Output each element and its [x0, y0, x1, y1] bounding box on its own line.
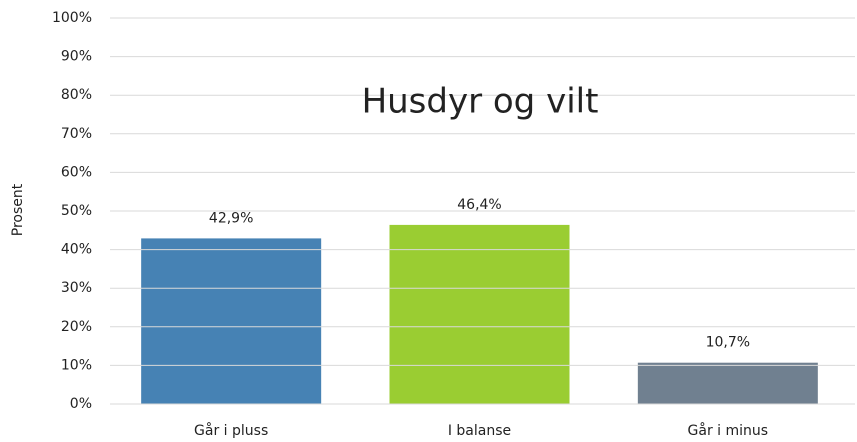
bar: [637, 362, 818, 404]
x-tick-label: Går i minus: [688, 422, 769, 439]
y-tick-label: 60%: [61, 164, 92, 180]
chart-title: Husdyr og vilt: [362, 82, 599, 122]
y-tick-label: 50%: [61, 203, 92, 219]
y-tick-label: 70%: [61, 126, 92, 142]
value-label: 46,4%: [457, 197, 501, 213]
y-tick-label: 30%: [61, 280, 92, 296]
y-tick-label: 20%: [61, 319, 92, 335]
y-tick-label: 80%: [61, 87, 92, 103]
value-label: 10,7%: [706, 335, 750, 351]
bar: [141, 238, 322, 404]
bar: [389, 224, 570, 404]
x-tick-label: Går i pluss: [194, 422, 268, 439]
y-tick-label: 10%: [61, 357, 92, 373]
y-tick-label: 0%: [70, 396, 92, 412]
y-axis-label: Prosent: [10, 183, 26, 236]
y-tick-label: 40%: [61, 242, 92, 258]
value-label: 42,9%: [209, 210, 253, 226]
y-tick-label: 100%: [52, 10, 92, 26]
x-tick-label: I balanse: [448, 423, 511, 439]
y-tick-label: 90%: [61, 49, 92, 65]
